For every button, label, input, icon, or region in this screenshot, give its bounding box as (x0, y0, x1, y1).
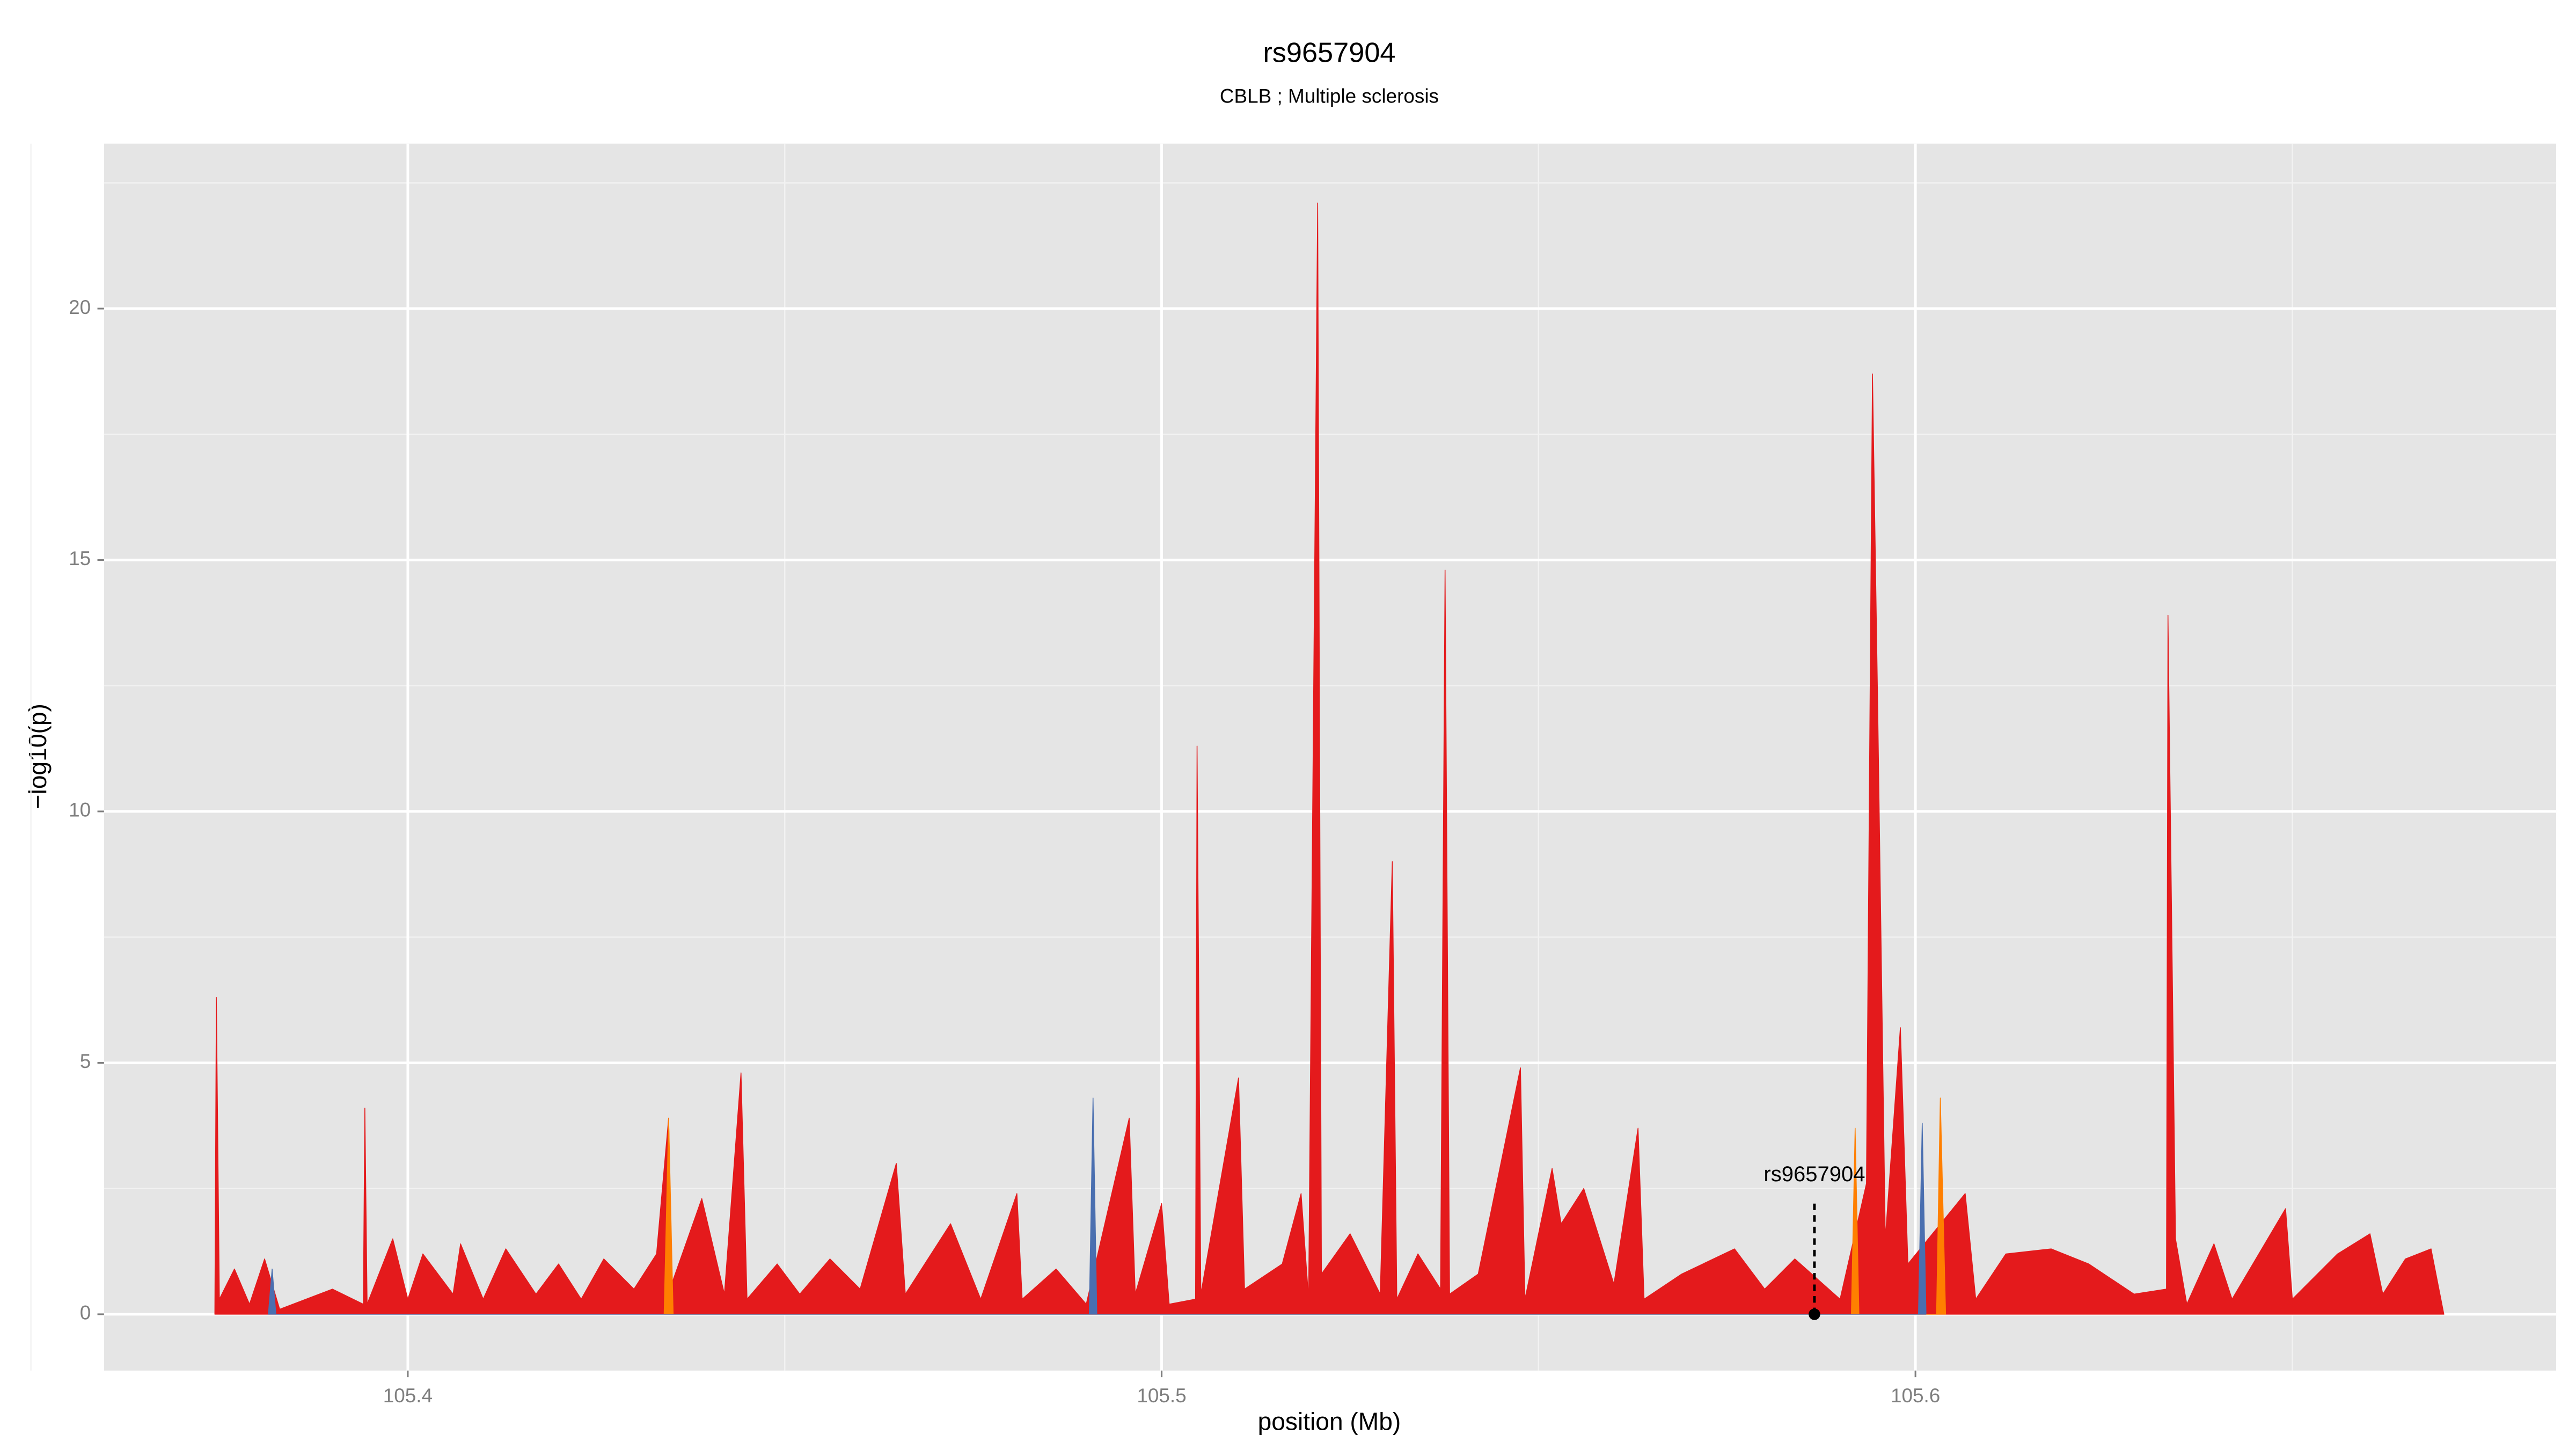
y-axis-label: −log10(p) (24, 704, 52, 809)
y-tick-label: 20 (69, 296, 91, 318)
area (214, 202, 2445, 1315)
annotation-label: rs9657904 (1763, 1162, 1865, 1186)
annotation-point (1809, 1308, 1820, 1320)
x-tick-label: 105.4 (383, 1385, 433, 1407)
area (663, 1097, 1946, 1315)
y-tick-label: 0 (80, 1302, 91, 1324)
area (268, 1097, 1927, 1315)
y-tick-label: 5 (80, 1050, 91, 1072)
y-tick-label: 10 (69, 799, 91, 821)
x-tick-label: 105.6 (1891, 1385, 1940, 1407)
chart-subtitle: CBLB ; Multiple sclerosis (1220, 85, 1439, 107)
plot-panel (104, 143, 2557, 1371)
chart-title: rs9657904 (1263, 37, 1395, 68)
x-axis-label: position (Mb) (1258, 1407, 1401, 1435)
y-tick-label: 15 (69, 547, 91, 569)
x-tick-label: 105.5 (1137, 1385, 1186, 1407)
